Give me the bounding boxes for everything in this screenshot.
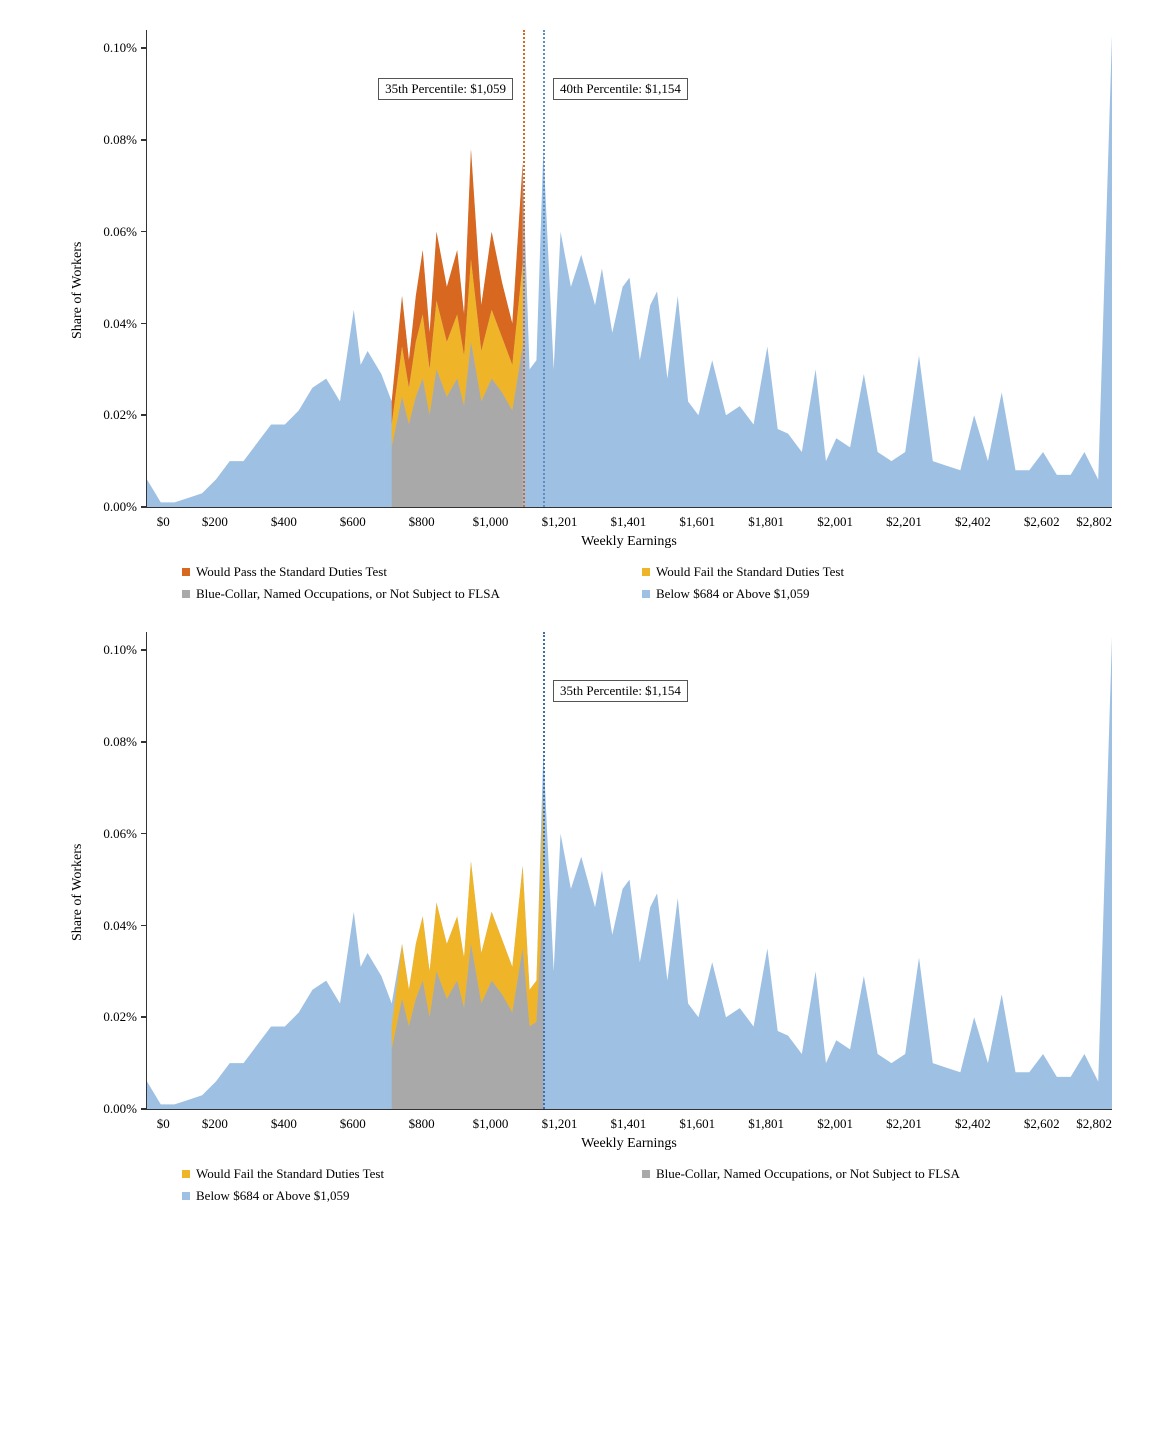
ytick-label: 0.10% <box>103 40 147 56</box>
chart2-yaxis <box>86 632 146 1152</box>
legend-label: Below $684 or Above $1,059 <box>656 586 809 602</box>
chart1-legend: Would Pass the Standard Duties Test Would… <box>182 564 1082 602</box>
legend-swatch <box>182 568 190 576</box>
ytick-label: 0.08% <box>103 132 147 148</box>
xtick-label: $2,802 <box>1076 514 1112 530</box>
legend-label: Would Pass the Standard Duties Test <box>196 564 387 580</box>
legend-item: Would Pass the Standard Duties Test <box>182 564 622 580</box>
chart1-yaxis <box>86 30 146 550</box>
legend-item: Blue-Collar, Named Occupations, or Not S… <box>642 1166 1082 1182</box>
xtick-label: $1,801 <box>732 514 801 530</box>
xtick-label: $2,201 <box>870 514 939 530</box>
xtick-label: $2,602 <box>1007 1116 1076 1132</box>
ytick-label: 0.00% <box>103 499 147 515</box>
legend-item: Blue-Collar, Named Occupations, or Not S… <box>182 586 622 602</box>
xtick-label: $600 <box>318 514 387 530</box>
chart2-xlabel: Weekly Earnings <box>146 1136 1112 1152</box>
legend-swatch <box>642 1170 650 1178</box>
xtick-label: $800 <box>387 514 456 530</box>
xtick-label: $400 <box>249 1116 318 1132</box>
legend-item: Would Fail the Standard Duties Test <box>642 564 1082 580</box>
xtick-label: $1,000 <box>456 514 525 530</box>
chart2-legend: Would Fail the Standard Duties Test Blue-… <box>182 1166 1082 1204</box>
xtick-label: $1,601 <box>663 514 732 530</box>
ytick-label: 0.04% <box>103 316 147 332</box>
xtick-label: $1,401 <box>594 1116 663 1132</box>
ytick-label: 0.00% <box>103 1101 147 1117</box>
xtick-label: $1,401 <box>594 514 663 530</box>
xtick-label: $200 <box>180 514 249 530</box>
xtick-label: $0 <box>146 514 180 530</box>
annotation-label: 40th Percentile: $1,154 <box>553 78 688 100</box>
annotation-label: 35th Percentile: $1,059 <box>378 78 513 100</box>
legend-item: Would Fail the Standard Duties Test <box>182 1166 622 1182</box>
xtick-label: $2,602 <box>1007 514 1076 530</box>
xtick-label: $2,201 <box>870 1116 939 1132</box>
legend-label: Would Fail the Standard Duties Test <box>656 564 844 580</box>
legend-swatch <box>182 1170 190 1178</box>
legend-label: Blue-Collar, Named Occupations, or Not S… <box>196 586 500 602</box>
xtick-label: $2,402 <box>938 1116 1007 1132</box>
legend-swatch <box>642 568 650 576</box>
chart1-plot: 0.00%0.02%0.04%0.06%0.08%0.10%35th Perce… <box>146 30 1112 508</box>
chart2-ylabel: Share of Workers <box>62 632 86 1152</box>
xtick-label: $1,000 <box>456 1116 525 1132</box>
xtick-label: $400 <box>249 514 318 530</box>
legend-swatch <box>182 590 190 598</box>
chart-1: Share of Workers 0.00%0.02%0.04%0.06%0.0… <box>62 30 1112 602</box>
reference-line <box>543 30 545 507</box>
legend-item: Below $684 or Above $1,059 <box>182 1188 622 1204</box>
annotation-label: 35th Percentile: $1,154 <box>553 680 688 702</box>
ytick-label: 0.04% <box>103 918 147 934</box>
xtick-label: $800 <box>387 1116 456 1132</box>
xtick-label: $1,201 <box>525 1116 594 1132</box>
ytick-label: 0.06% <box>103 224 147 240</box>
ytick-label: 0.06% <box>103 826 147 842</box>
legend-swatch <box>642 590 650 598</box>
legend-item: Below $684 or Above $1,059 <box>642 586 1082 602</box>
xtick-label: $200 <box>180 1116 249 1132</box>
chart-2: Share of Workers 0.00%0.02%0.04%0.06%0.0… <box>62 632 1112 1204</box>
ytick-label: 0.08% <box>103 734 147 750</box>
xtick-label: $2,001 <box>801 514 870 530</box>
chart2-plot: 0.00%0.02%0.04%0.06%0.08%0.10%35th Perce… <box>146 632 1112 1110</box>
legend-label: Would Fail the Standard Duties Test <box>196 1166 384 1182</box>
ytick-label: 0.10% <box>103 642 147 658</box>
xtick-label: $2,402 <box>938 514 1007 530</box>
reference-line <box>523 30 525 507</box>
xtick-label: $1,801 <box>732 1116 801 1132</box>
ytick-label: 0.02% <box>103 407 147 423</box>
legend-label: Below $684 or Above $1,059 <box>196 1188 349 1204</box>
chart1-ylabel: Share of Workers <box>62 30 86 550</box>
xtick-label: $1,601 <box>663 1116 732 1132</box>
xtick-label: $1,201 <box>525 514 594 530</box>
legend-swatch <box>182 1192 190 1200</box>
xtick-label: $0 <box>146 1116 180 1132</box>
chart1-xlabel: Weekly Earnings <box>146 534 1112 550</box>
xtick-label: $2,802 <box>1076 1116 1112 1132</box>
ytick-label: 0.02% <box>103 1009 147 1025</box>
xtick-label: $600 <box>318 1116 387 1132</box>
xtick-label: $2,001 <box>801 1116 870 1132</box>
reference-line <box>543 632 545 1109</box>
legend-label: Blue-Collar, Named Occupations, or Not S… <box>656 1166 960 1182</box>
